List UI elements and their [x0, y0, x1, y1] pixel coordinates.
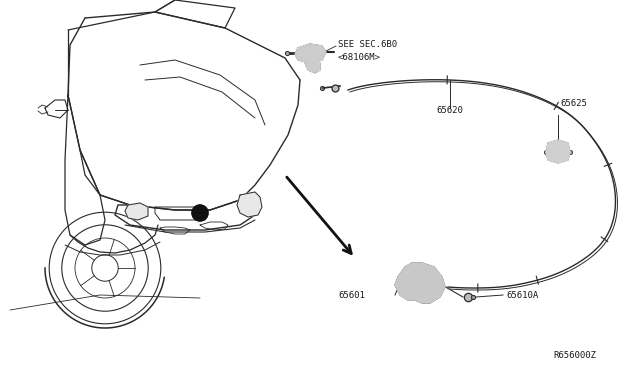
Text: SEE SEC.6B0
<68106M>: SEE SEC.6B0 <68106M>: [338, 40, 397, 61]
Polygon shape: [305, 63, 320, 73]
Polygon shape: [546, 140, 570, 163]
Circle shape: [192, 205, 208, 221]
Text: 65610A: 65610A: [506, 292, 538, 301]
Text: 65601: 65601: [338, 292, 365, 301]
Text: R656000Z: R656000Z: [554, 350, 596, 359]
Polygon shape: [395, 263, 445, 303]
Polygon shape: [295, 44, 326, 63]
Polygon shape: [237, 192, 262, 217]
Text: 65625: 65625: [560, 99, 587, 108]
Circle shape: [192, 205, 208, 221]
Text: 65620: 65620: [436, 106, 463, 115]
Polygon shape: [125, 203, 148, 220]
